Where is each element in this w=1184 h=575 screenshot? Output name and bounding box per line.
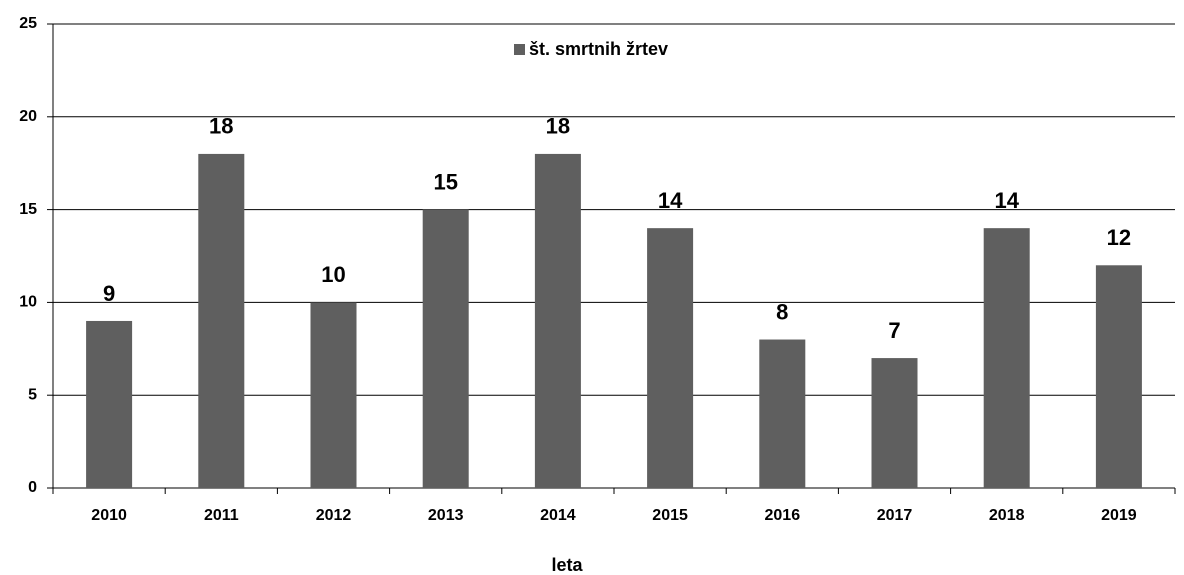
y-tick-label: 20 — [19, 108, 37, 125]
x-tick-label: 2014 — [540, 507, 576, 524]
data-label: 12 — [1107, 225, 1131, 250]
x-axis-title: leta — [551, 555, 583, 575]
y-tick-label: 15 — [19, 201, 37, 218]
data-label: 10 — [321, 262, 345, 287]
x-tick-label: 2016 — [765, 507, 801, 524]
x-tick-label: 2018 — [989, 507, 1025, 524]
data-label: 14 — [658, 188, 683, 213]
y-tick-label: 25 — [19, 15, 37, 32]
bar — [198, 153, 245, 489]
data-label: 18 — [546, 114, 570, 139]
x-tick-label: 2012 — [316, 507, 352, 524]
data-label: 14 — [994, 188, 1019, 213]
bar — [759, 339, 806, 488]
legend-swatch — [514, 44, 525, 55]
y-tick-label: 5 — [28, 386, 37, 403]
bar — [422, 209, 469, 488]
y-tick-label: 0 — [28, 479, 37, 496]
legend-label: št. smrtnih žrtev — [529, 39, 668, 59]
bar — [983, 228, 1030, 488]
x-tick-label: 2013 — [428, 507, 464, 524]
x-tick-label: 2017 — [877, 507, 913, 524]
bar — [647, 228, 694, 488]
data-label: 15 — [433, 169, 457, 194]
x-tick-label: 2010 — [91, 507, 127, 524]
bar — [871, 358, 918, 488]
x-tick-label: 2015 — [652, 507, 688, 524]
y-tick-label: 10 — [19, 294, 37, 311]
x-tick-label: 2011 — [204, 507, 239, 524]
bar — [534, 153, 581, 489]
data-label: 7 — [888, 318, 900, 343]
x-tick-label: 2019 — [1101, 507, 1137, 524]
data-label: 9 — [103, 281, 115, 306]
bar — [86, 320, 133, 488]
data-label: 8 — [776, 299, 788, 324]
bar — [1095, 265, 1142, 488]
data-label: 18 — [209, 114, 233, 139]
bar — [310, 302, 357, 488]
